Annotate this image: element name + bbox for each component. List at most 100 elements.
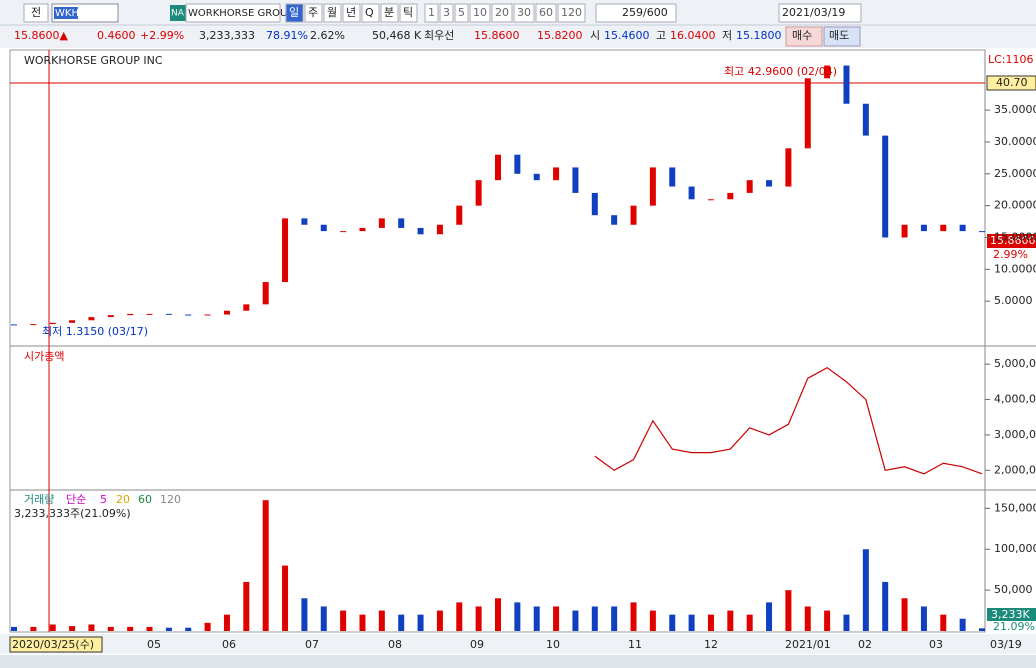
interval[interactable]: 30 <box>517 6 531 19</box>
period[interactable]: 월 <box>327 6 337 19</box>
sell-btn[interactable] <box>823 26 861 47</box>
candle <box>262 282 269 305</box>
sell[interactable]: 매도 <box>829 29 849 42</box>
date-box[interactable] <box>778 3 862 23</box>
volume-bar <box>185 627 192 631</box>
scrollbar[interactable] <box>0 655 1036 668</box>
date-label: 03 <box>929 638 943 651</box>
volume-bar <box>979 628 985 631</box>
buy-btn[interactable] <box>785 26 823 47</box>
volume-bar <box>475 606 482 631</box>
period-btn[interactable] <box>323 3 342 23</box>
candle <box>301 218 308 225</box>
volume-bar <box>340 610 347 631</box>
candle <box>804 78 811 149</box>
date-label: 05 <box>147 638 161 651</box>
candle <box>127 313 134 316</box>
interval-btn[interactable] <box>469 3 491 23</box>
interval[interactable]: 60 <box>539 6 553 19</box>
candle <box>843 65 850 104</box>
candle <box>185 314 192 316</box>
period[interactable]: Q <box>365 6 374 19</box>
interval-btn[interactable] <box>513 3 535 23</box>
period-btn[interactable] <box>361 3 380 23</box>
best-label: 최우선 <box>424 29 454 42</box>
candle <box>824 65 831 79</box>
count: 259/600 <box>622 6 668 19</box>
volume-bar <box>824 610 831 631</box>
interval[interactable]: 1 <box>428 6 435 19</box>
period-btn[interactable] <box>399 3 418 23</box>
last: 15.8600▲ <box>14 29 68 42</box>
volume-bar <box>417 614 424 631</box>
volume-bar <box>204 622 211 631</box>
candle <box>785 148 792 187</box>
candle <box>979 231 985 233</box>
volume-bar <box>533 606 540 631</box>
pct-label: 2.99% <box>993 248 1028 261</box>
interval-btn[interactable] <box>491 3 513 23</box>
candle <box>920 224 927 232</box>
tab[interactable]: 전 <box>31 6 41 19</box>
candle <box>727 192 734 200</box>
volume-bar <box>49 624 56 631</box>
interval-btn[interactable] <box>535 3 557 23</box>
volume: 3,233,333 <box>199 29 255 42</box>
interval[interactable]: 10 <box>473 6 487 19</box>
volume-bar <box>514 602 521 631</box>
period-btn[interactable] <box>342 3 361 23</box>
candle <box>378 218 385 228</box>
interval[interactable]: 20 <box>495 6 509 19</box>
candle <box>533 173 540 181</box>
interval-btn[interactable] <box>439 3 454 23</box>
candle <box>514 154 521 174</box>
candle <box>959 224 966 232</box>
volume-bar <box>495 598 501 631</box>
volume-bar <box>649 610 656 631</box>
tab-btn[interactable] <box>23 3 49 23</box>
period[interactable]: 틱 <box>403 6 413 19</box>
interval-btn[interactable] <box>557 3 586 23</box>
candle <box>940 224 947 232</box>
last-box <box>987 234 1036 248</box>
candle <box>359 227 366 232</box>
period[interactable]: 분 <box>384 6 394 19</box>
period-btn[interactable] <box>304 3 323 23</box>
open-label: 시 <box>590 29 600 42</box>
candle <box>436 224 443 235</box>
count-box <box>595 3 677 23</box>
candle <box>417 227 424 235</box>
buy[interactable]: 매수 <box>792 29 812 42</box>
candle <box>88 317 95 321</box>
period-btn[interactable] <box>380 3 399 23</box>
candle <box>456 205 463 225</box>
volume-bar <box>785 590 792 631</box>
period[interactable]: 일 <box>289 5 299 19</box>
interval-btn[interactable] <box>454 3 469 23</box>
change-pct: +2.99% <box>140 29 184 42</box>
volume-bar <box>611 606 618 631</box>
interval[interactable]: 5 <box>458 6 465 19</box>
amount: 50,468 K <box>372 29 422 42</box>
interval-btn[interactable] <box>424 3 439 23</box>
volume-bar <box>301 598 308 631</box>
volume-bar <box>843 614 850 631</box>
date-label: 12 <box>704 638 718 651</box>
y-tick-label: 25.0000 <box>994 167 1036 180</box>
date-label: 02 <box>858 638 872 651</box>
symbol[interactable]: WKHS <box>55 8 85 19</box>
period[interactable]: 년 <box>346 6 356 19</box>
date-axis <box>0 634 1036 654</box>
interval[interactable]: 120 <box>561 6 582 19</box>
period[interactable]: 주 <box>308 6 318 19</box>
max-note: 최고 42.9600 (02/04) <box>724 65 837 78</box>
date[interactable]: 2021/03/19 <box>782 6 845 19</box>
period-btn[interactable] <box>285 3 304 23</box>
volume-bar <box>766 602 773 631</box>
volume-bar <box>262 500 269 631</box>
date-label: 06 <box>222 638 236 651</box>
ask: 15.8600 <box>474 29 520 42</box>
interval[interactable]: 3 <box>443 6 450 19</box>
bid: 15.8200 <box>537 29 583 42</box>
volume-bar <box>436 610 443 631</box>
